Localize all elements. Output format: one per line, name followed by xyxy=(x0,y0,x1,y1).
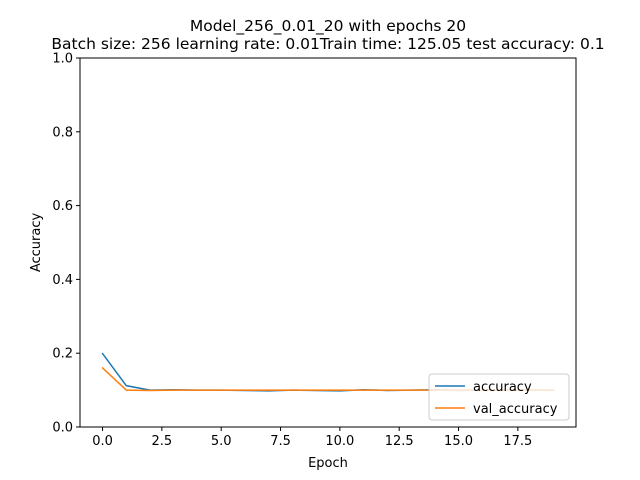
x-axis: 0.0 2.5 5.0 7.5 10.0 12.5 15.0 17.5 xyxy=(92,427,532,449)
legend-label-val-accuracy: val_accuracy xyxy=(473,402,558,417)
x-tick-label: 17.5 xyxy=(503,434,532,449)
chart-title: Model_256_0.01_20 with epochs 20 xyxy=(190,17,466,36)
y-tick-label: 0.2 xyxy=(52,347,73,362)
x-axis-label: Epoch xyxy=(308,456,348,471)
legend-label-accuracy: accuracy xyxy=(473,380,532,395)
y-axis: 0.0 0.2 0.4 0.6 0.8 1.0 xyxy=(52,52,80,436)
y-tick-label: 0.6 xyxy=(52,199,73,214)
y-tick-label: 0.8 xyxy=(52,125,73,140)
legend: accuracy val_accuracy xyxy=(428,373,570,421)
plot-frame xyxy=(79,57,577,428)
y-tick-label: 0.4 xyxy=(52,273,73,288)
y-axis-label: Accuracy xyxy=(29,213,44,273)
y-tick-label: 1.0 xyxy=(52,52,73,67)
x-tick-label: 10.0 xyxy=(325,434,354,449)
x-tick-label: 7.5 xyxy=(270,434,291,449)
x-tick-label: 15.0 xyxy=(444,434,473,449)
chart-subtitle: Batch size: 256 learning rate: 0.01Train… xyxy=(51,35,604,53)
x-tick-label: 0.0 xyxy=(92,434,113,449)
x-tick-label: 5.0 xyxy=(211,434,232,449)
plot-area: 0.0 2.5 5.0 7.5 10.0 12.5 15.0 17.5 0.00.20.40.… xyxy=(52,52,577,449)
x-tick-label: 2.5 xyxy=(152,434,173,449)
x-tick-label: 12.5 xyxy=(385,434,414,449)
y-tick-label: 0.0 xyxy=(52,421,73,436)
